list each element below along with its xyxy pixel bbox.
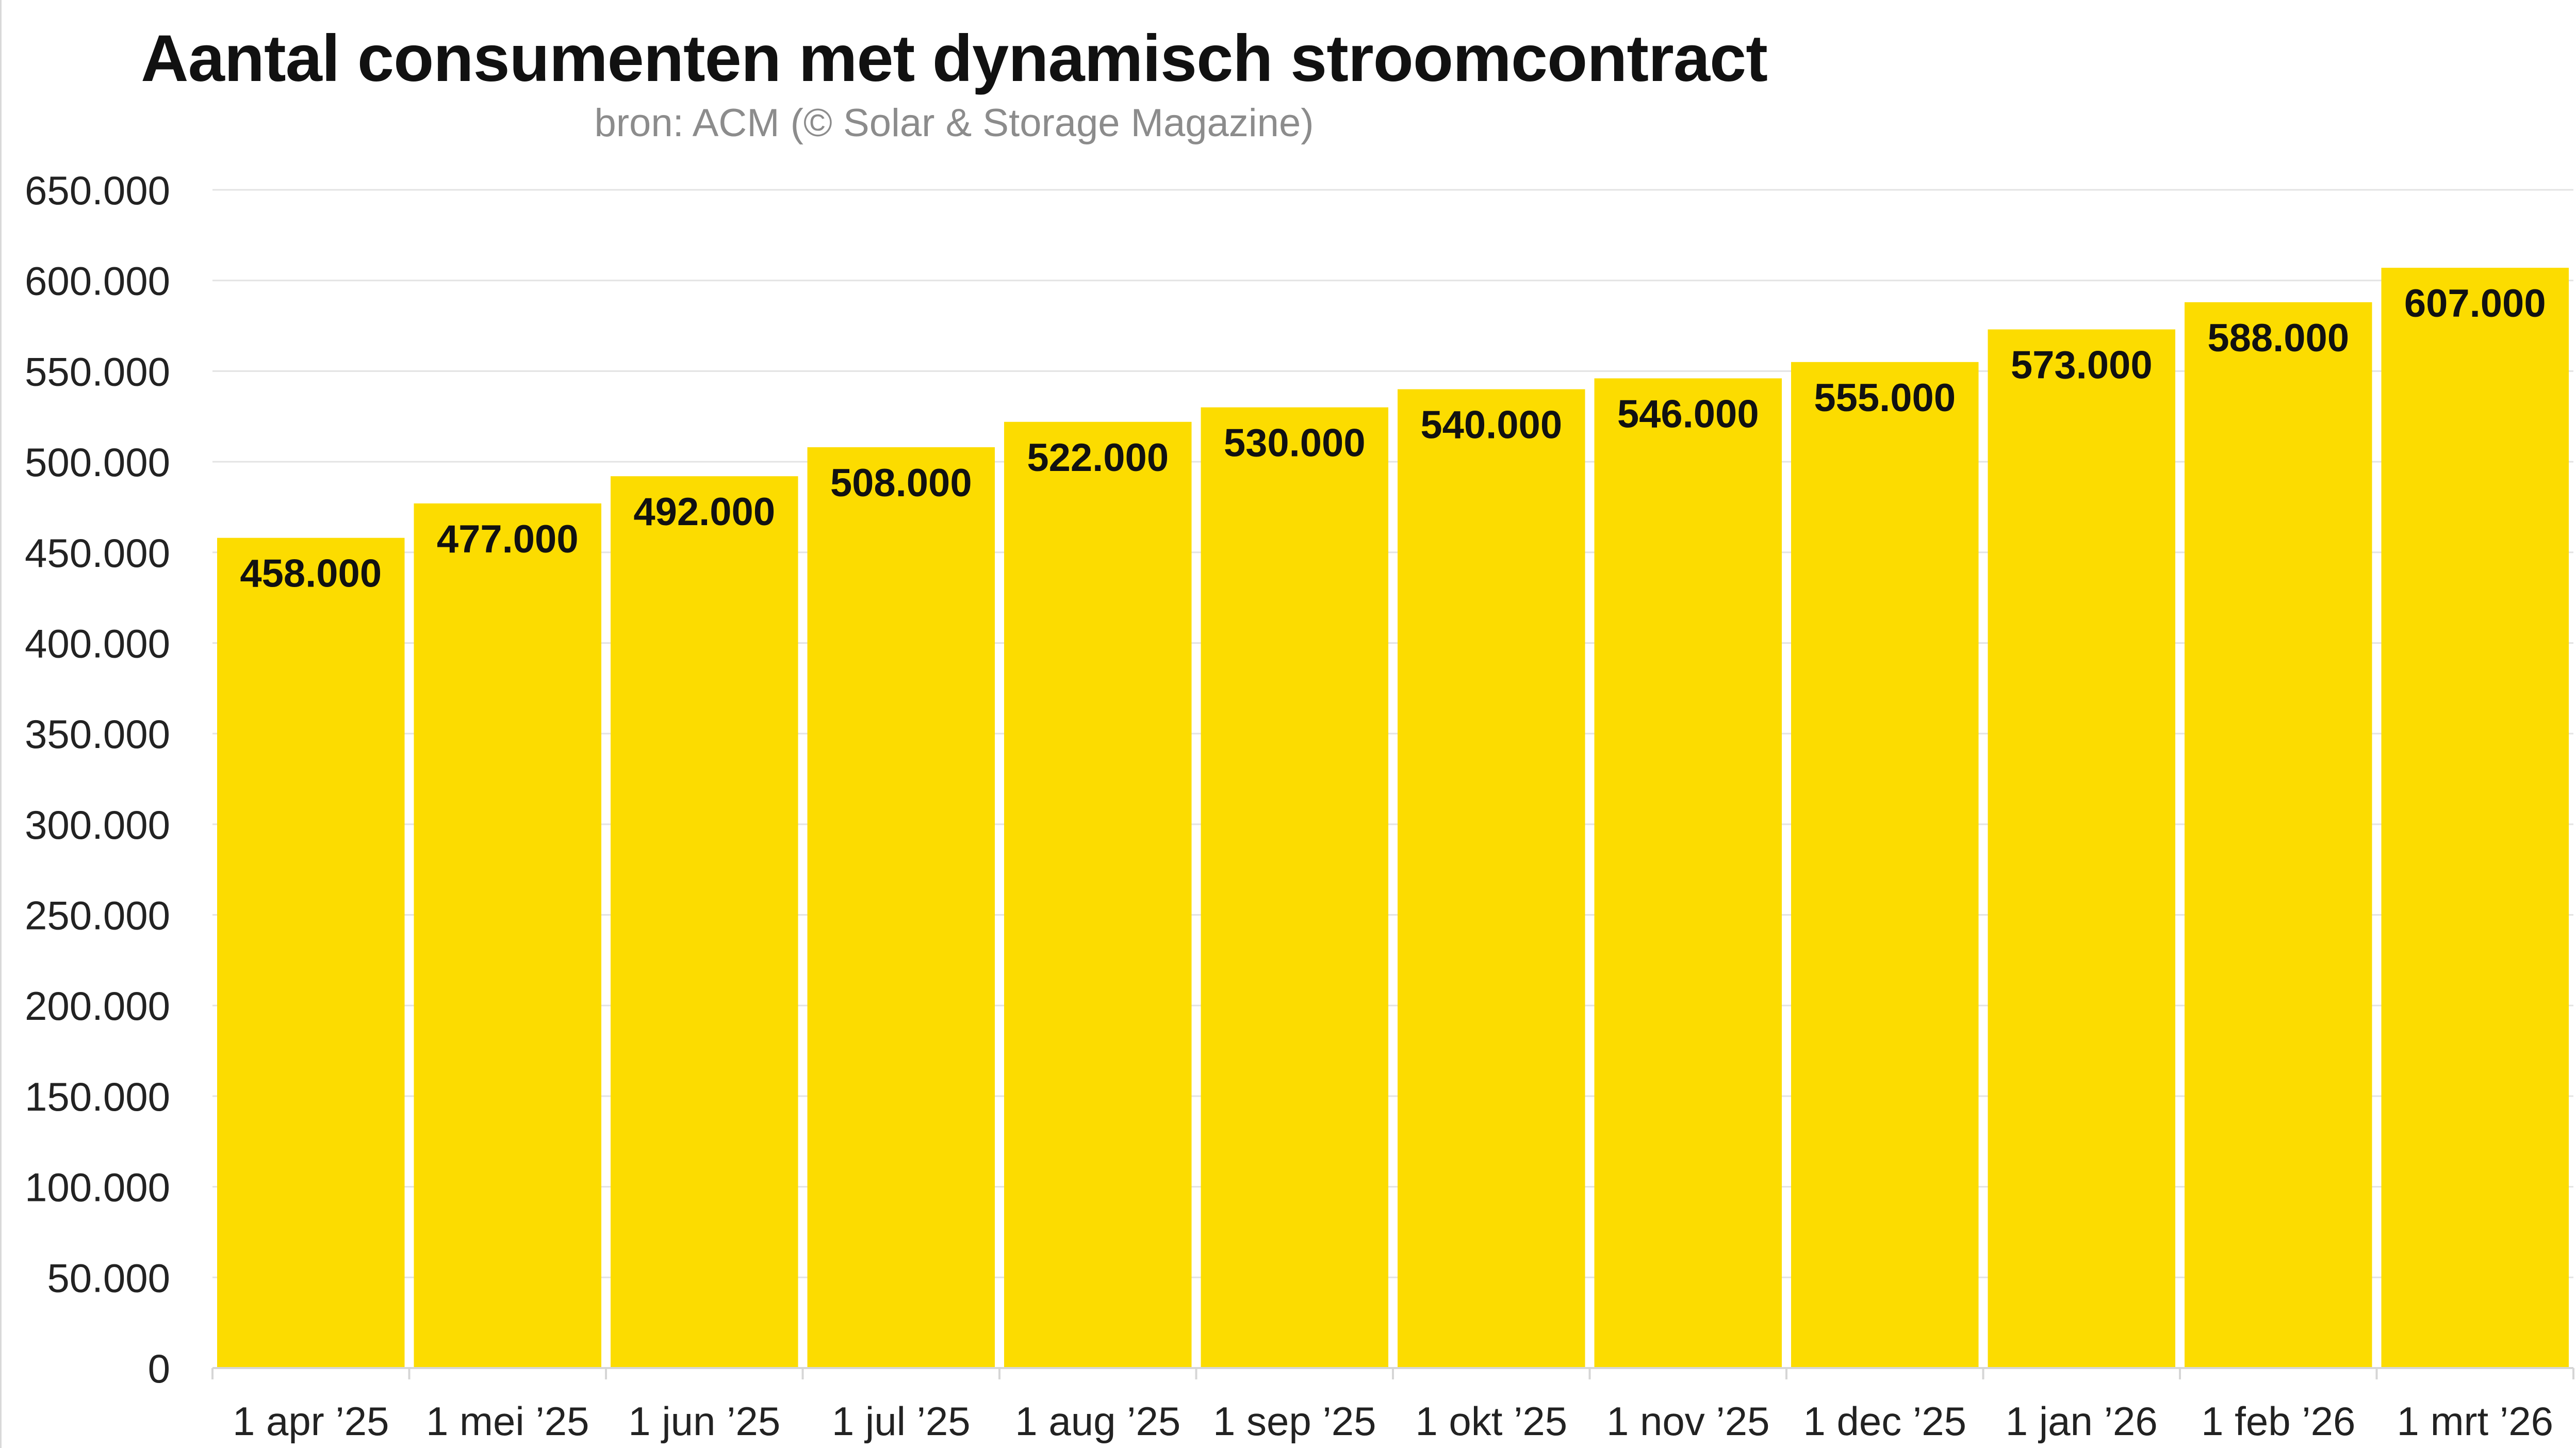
y-tick-label: 500.000: [25, 440, 170, 485]
bar-value-label: 546.000: [1617, 392, 1759, 436]
bar-value-label: 492.000: [633, 490, 775, 534]
y-tick-label: 450.000: [25, 530, 170, 576]
bar-value-label: 458.000: [240, 552, 382, 596]
y-tick-label: 150.000: [25, 1074, 170, 1119]
bar: [1201, 407, 1388, 1368]
y-tick-label: 400.000: [25, 621, 170, 666]
bar: [1004, 421, 1192, 1369]
bar-value-label: 555.000: [1814, 376, 1956, 420]
y-tick-label: 100.000: [25, 1165, 170, 1210]
x-tick-label: 1 mei ’25: [426, 1398, 589, 1444]
bar: [807, 447, 995, 1369]
bar: [611, 476, 798, 1368]
bar-value-label: 588.000: [2207, 316, 2349, 360]
x-tick-label: 1 aug ’25: [1015, 1398, 1180, 1444]
x-tick-label: 1 apr ’25: [233, 1398, 389, 1444]
x-tick-label: 1 mrt ’26: [2397, 1398, 2553, 1444]
bar: [1791, 362, 1979, 1368]
x-tick-label: 1 sep ’25: [1213, 1398, 1376, 1444]
bar-value-label: 530.000: [1224, 421, 1366, 465]
bar-value-label: 540.000: [1420, 403, 1562, 447]
bar: [1398, 389, 1585, 1368]
y-tick-label: 200.000: [25, 983, 170, 1029]
bar-value-label: 477.000: [437, 517, 579, 561]
x-tick-label: 1 feb ’26: [2201, 1398, 2355, 1444]
y-tick-label: 50.000: [47, 1255, 170, 1300]
y-axis: 0 50.000 100.000 150.000 200.000 250.000 300.0…: [25, 168, 170, 1391]
y-tick-label: 350.000: [25, 711, 170, 757]
y-tick-label: 650.000: [25, 168, 170, 213]
bar-value-label: 522.000: [1027, 436, 1169, 480]
y-tick-label: 0: [148, 1346, 170, 1391]
bar-value-label: 607.000: [2404, 282, 2546, 326]
bar-value-label: 573.000: [2011, 344, 2153, 387]
y-tick-label: 550.000: [25, 349, 170, 394]
y-tick-label: 300.000: [25, 802, 170, 848]
bar: [1988, 329, 2175, 1368]
x-tick-label: 1 okt ’25: [1415, 1398, 1567, 1444]
bar: [2381, 268, 2569, 1368]
y-tick-label: 250.000: [25, 893, 170, 938]
bar: [414, 503, 601, 1368]
bars: 458.000 477.000 492.000 508.000 522.000 530.0…: [217, 268, 2569, 1369]
bar: [2185, 302, 2372, 1369]
chart-subtitle: bron: ACM (© Solar & Storage Magazine): [594, 101, 1314, 145]
x-tick-label: 1 jun ’25: [628, 1398, 780, 1444]
x-tick-label: 1 jan ’26: [2006, 1398, 2158, 1444]
x-tick-label: 1 jul ’25: [832, 1398, 971, 1444]
gridlines: [212, 189, 2573, 1278]
x-tick-label: 1 nov ’25: [1606, 1398, 1770, 1444]
bar: [1594, 378, 1782, 1369]
bar: [217, 538, 405, 1368]
x-axis: 1 apr ’25 1 mei ’25 1 jun ’25 1 jul ’25 1 au…: [211, 1367, 2574, 1444]
y-tick-label: 600.000: [25, 258, 170, 304]
chart-title: Aantal consumenten met dynamisch stroomc…: [141, 22, 1768, 95]
bar-value-label: 508.000: [830, 461, 972, 505]
x-tick-label: 1 dec ’25: [1803, 1398, 1966, 1444]
